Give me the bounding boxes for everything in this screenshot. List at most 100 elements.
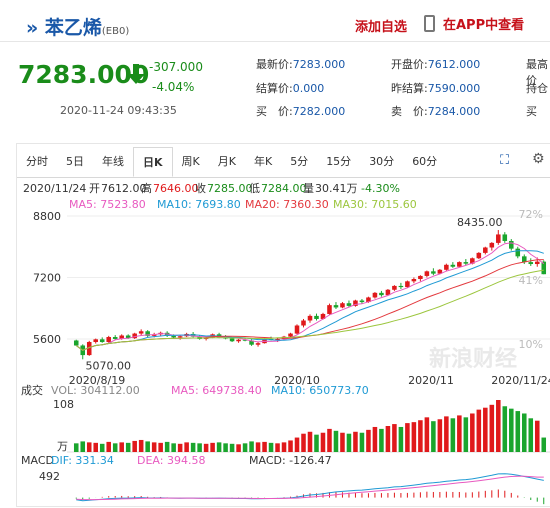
vol-bar-60: [463, 417, 469, 452]
tab-9[interactable]: 30分: [369, 155, 395, 168]
tab-5[interactable]: 月K: [217, 155, 236, 168]
candle-8: [125, 335, 131, 339]
candle-60: [463, 262, 469, 264]
vol-bar-13: [158, 442, 163, 452]
add-watchlist-button[interactable]: 添加自选: [355, 20, 408, 35]
vol-bar-27: [249, 441, 254, 452]
vol-bar-28: [255, 442, 261, 452]
x-tick-2: 2020/11: [408, 374, 454, 387]
y-tick-1: 7200: [33, 271, 61, 284]
vol-bar-55: [431, 421, 436, 452]
pct-tick-2: 10%: [519, 338, 543, 351]
vol-bar-46: [372, 426, 378, 452]
vol-bar-39: [327, 428, 332, 452]
vol-bar-68: [515, 411, 521, 452]
kline-chart[interactable]: 2020/11/24 开 7612.00 高 7646.00 收 7285.00…: [17, 144, 550, 508]
stock-header: » 苯乙烯(EB0) 添加自选 在APP中查看: [0, 0, 550, 42]
info-open: 7612.00: [101, 182, 147, 195]
candle-31: [275, 338, 280, 340]
vol-bar-62: [476, 409, 482, 452]
info-volume-label: 量: [303, 182, 314, 195]
x-tick-1: 2020/10: [274, 374, 320, 387]
vol-bar-71: [534, 420, 540, 452]
candle-57: [444, 264, 449, 270]
vol-bar-41: [340, 432, 345, 452]
legend-ma5: MA5: 7523.80: [69, 198, 146, 211]
vol-bar-22: [216, 442, 222, 452]
legend-ma30: MA30: 7015.60: [333, 198, 417, 211]
vol-bar-69: [522, 413, 527, 452]
macd-value: MACD: -126.47: [249, 454, 332, 467]
price-change: -307.000: [149, 60, 203, 74]
stock-name-link[interactable]: » 苯乙烯: [26, 17, 102, 39]
tab-3[interactable]: 日K: [133, 147, 173, 177]
candle-51: [405, 281, 410, 288]
candle-28: [255, 343, 261, 345]
vol-unit: 万: [57, 440, 68, 453]
vol-bar-7: [119, 442, 124, 452]
quote-settle: 结算价:0.000: [256, 82, 325, 95]
legend-ma20: MA20: 7360.30: [245, 198, 329, 211]
candle-11: [145, 331, 150, 336]
vol-bar-26: [242, 443, 248, 452]
candle-64: [489, 242, 495, 248]
candle-45: [366, 297, 371, 303]
stock-code: (EB0): [101, 26, 130, 37]
candle-47: [379, 292, 384, 296]
quote-prev-settle: 昨结算:7590.000: [391, 82, 481, 95]
vol-bar-29: [262, 441, 267, 452]
candle-26: [242, 339, 248, 341]
quote-ask: 卖 价:7284.000: [391, 105, 481, 118]
candle-33: [288, 333, 293, 337]
candle-49: [392, 285, 397, 290]
quote-bid-vol: 买: [526, 105, 537, 118]
candle-38: [320, 313, 326, 319]
vol-bar-43: [353, 431, 358, 452]
vol-value: VOL: 304112.00: [51, 384, 140, 397]
candle-69: [522, 256, 527, 263]
macd-dea: DEA: 394.58: [137, 454, 205, 467]
candle-4: [99, 339, 105, 343]
vol-label: 成交: [21, 383, 43, 397]
vol-bar-17: [184, 442, 189, 452]
max-price-label: 8435.00: [457, 216, 503, 229]
candle-53: [418, 275, 423, 280]
candle-9: [132, 333, 137, 339]
vol-bar-2: [86, 442, 92, 452]
candle-0: [73, 340, 79, 346]
candle-59: [457, 262, 462, 267]
vol-bar-42: [346, 433, 352, 452]
tab-6[interactable]: 年K: [253, 155, 273, 168]
vol-bar-24: [229, 443, 235, 452]
tab-0[interactable]: 分时: [26, 155, 48, 168]
candle-36: [307, 315, 313, 321]
expand-icon[interactable]: ⛶: [500, 153, 510, 168]
vol-bar-45: [366, 429, 371, 452]
tab-10[interactable]: 60分: [412, 155, 438, 168]
tab-4[interactable]: 周K: [181, 155, 200, 168]
vol-bar-21: [210, 442, 215, 452]
ma5-line: [75, 242, 545, 351]
quote-bid: 买 价:7282.000: [256, 105, 346, 118]
vol-bar-35: [301, 433, 306, 452]
vol-bar-5: [106, 441, 111, 452]
tab-7[interactable]: 5分: [290, 155, 309, 168]
candle-71: [534, 261, 540, 265]
candle-70: [528, 262, 534, 265]
vol-bar-48: [385, 426, 391, 452]
tab-2[interactable]: 年线: [102, 155, 124, 168]
candle-3: [93, 339, 98, 343]
settings-icon[interactable]: ⚙: [532, 151, 545, 167]
view-in-app-button[interactable]: 在APP中查看: [424, 14, 524, 33]
info-volume: 30.41万: [315, 182, 358, 195]
vol-bar-34: [294, 437, 300, 452]
phone-icon: [424, 15, 435, 32]
candle-44: [359, 300, 365, 303]
candle-43: [353, 300, 358, 306]
tab-8[interactable]: 15分: [326, 155, 352, 168]
vol-bar-18: [190, 442, 196, 452]
vol-bar-40: [333, 430, 339, 452]
candle-50: [398, 285, 404, 288]
tab-1[interactable]: 5日: [66, 155, 84, 168]
candle-61: [470, 258, 475, 264]
